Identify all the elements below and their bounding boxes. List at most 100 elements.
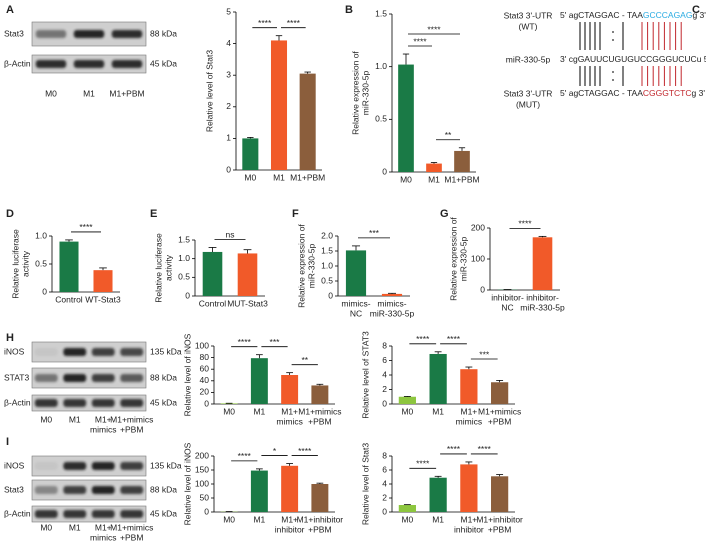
blot-lane-label: +PBM bbox=[120, 424, 143, 434]
y-tick-label: 0.5 bbox=[321, 275, 333, 285]
bar bbox=[242, 138, 259, 170]
x-tick-label: M0 bbox=[400, 174, 412, 184]
sequence-part: g 3' bbox=[692, 10, 706, 20]
bar bbox=[454, 150, 470, 172]
blot-band bbox=[111, 60, 143, 68]
blot-row-label: β-Actin bbox=[4, 508, 31, 518]
significance-label: **** bbox=[258, 18, 272, 28]
y-tick-label: 1.0 bbox=[375, 61, 387, 71]
y-axis-title: Relative expression of bbox=[296, 224, 306, 308]
significance-label: *** bbox=[270, 337, 281, 347]
x-tick-label: M1+ bbox=[460, 514, 477, 524]
y-tick-label: 20 bbox=[200, 387, 210, 397]
blot-band bbox=[63, 348, 87, 356]
y-tick-label: 0 bbox=[480, 284, 485, 294]
significance-label: **** bbox=[298, 446, 312, 456]
significance-label: **** bbox=[416, 459, 430, 469]
y-tick-label: 6 bbox=[382, 464, 387, 474]
y-axis-title: Relative expression of bbox=[350, 51, 360, 135]
y-tick-label: 8 bbox=[382, 450, 387, 460]
blot-lane-label: M1 bbox=[69, 414, 81, 424]
y-tick-label: 200 bbox=[195, 450, 209, 460]
blot-band bbox=[34, 374, 58, 382]
y-tick-label: 0 bbox=[204, 506, 209, 516]
y-tick-label: 1.5 bbox=[321, 245, 333, 255]
blot-band bbox=[34, 399, 58, 407]
sequence-part: CGGGTCTC bbox=[643, 88, 692, 98]
bar bbox=[429, 477, 447, 512]
blot-band bbox=[63, 486, 87, 494]
error-bar bbox=[208, 247, 217, 252]
significance-label: **** bbox=[238, 451, 252, 461]
blot-band bbox=[120, 462, 144, 470]
y-tick-label: 0 bbox=[42, 286, 47, 296]
significance-label: ** bbox=[445, 130, 452, 140]
error-bar bbox=[434, 351, 442, 354]
y-axis-title: Relative level of iNOS bbox=[182, 333, 192, 416]
x-tick-label: M1 bbox=[432, 514, 444, 524]
bar bbox=[299, 73, 316, 170]
x-tick-label: M1+mimics bbox=[298, 406, 341, 416]
y-tick-label: 1.0 bbox=[35, 230, 47, 240]
y-axis-title: Relative expression of bbox=[448, 217, 458, 301]
blot-lane-label: M0 bbox=[40, 522, 52, 532]
blot-band bbox=[63, 462, 87, 470]
blot-lane-label: M1+ bbox=[95, 522, 112, 532]
significance-label: *** bbox=[479, 349, 490, 359]
blot-size-label: 135 kDa bbox=[150, 346, 182, 356]
y-tick-label: 1 bbox=[226, 133, 231, 143]
significance-label: **** bbox=[447, 334, 461, 344]
x-tick-label: M0 bbox=[401, 406, 413, 416]
bar bbox=[398, 64, 414, 172]
blot-lane-label: M0 bbox=[45, 88, 57, 98]
error-bar bbox=[387, 292, 397, 294]
y-tick-label: 2 bbox=[226, 101, 231, 111]
y-tick-label: 150 bbox=[195, 464, 209, 474]
blot-band bbox=[111, 30, 143, 38]
y-tick-label: 50 bbox=[200, 492, 210, 502]
sequence-label: miR-330-5p bbox=[506, 54, 551, 64]
bar bbox=[311, 385, 329, 404]
bar bbox=[398, 505, 416, 512]
y-axis-title: Relative level of iNOS bbox=[182, 442, 192, 525]
panel-letter: F bbox=[292, 208, 299, 220]
sequence-part: 5' agCTAGGAC - TAA bbox=[560, 88, 643, 98]
bar bbox=[250, 470, 268, 512]
x-tick-label: mimics bbox=[456, 416, 482, 426]
sequence-part: 5' agCTAGGAC - TAA bbox=[560, 10, 643, 20]
blot-size-label: 88 kDa bbox=[150, 372, 177, 382]
y-tick-label: 200 bbox=[471, 222, 485, 232]
error-bar bbox=[255, 468, 263, 471]
bar bbox=[426, 163, 442, 172]
significance-label: **** bbox=[413, 36, 427, 46]
x-tick-label: M1 bbox=[253, 406, 265, 416]
bar bbox=[281, 375, 299, 404]
y-axis-title: activity bbox=[20, 250, 30, 277]
y-tick-label: 0 bbox=[328, 290, 333, 300]
y-tick-label: 60 bbox=[200, 363, 210, 373]
panel-letter: D bbox=[6, 208, 14, 220]
bar bbox=[345, 250, 367, 296]
x-tick-label: mimics- bbox=[341, 298, 370, 308]
error-bar bbox=[465, 366, 473, 370]
sequence: 5' agCTAGGAC - TAACGGGTCTCg 3' bbox=[560, 88, 705, 98]
y-tick-label: 1.5 bbox=[178, 234, 190, 244]
y-tick-label: 100 bbox=[195, 478, 209, 488]
y-axis-title: miR-330-5p bbox=[306, 244, 316, 289]
error-bar bbox=[247, 137, 254, 139]
y-tick-label: 0 bbox=[382, 166, 387, 176]
bar bbox=[460, 464, 478, 512]
x-tick-label: +PBM bbox=[488, 416, 511, 426]
blot-band bbox=[91, 462, 115, 470]
bar bbox=[220, 403, 238, 404]
y-tick-label: 0.5 bbox=[35, 258, 47, 268]
x-tick-label: MUT-Stat3 bbox=[227, 298, 268, 308]
x-tick-label: M1 bbox=[432, 406, 444, 416]
blot-lane-label: M1+PBM bbox=[109, 88, 144, 98]
y-tick-label: 100 bbox=[471, 253, 485, 263]
y-tick-label: 80 bbox=[200, 352, 210, 362]
x-tick-label: M1+PBM bbox=[290, 172, 325, 182]
error-bar bbox=[434, 475, 442, 478]
blot-size-label: 88 kDa bbox=[150, 484, 177, 494]
